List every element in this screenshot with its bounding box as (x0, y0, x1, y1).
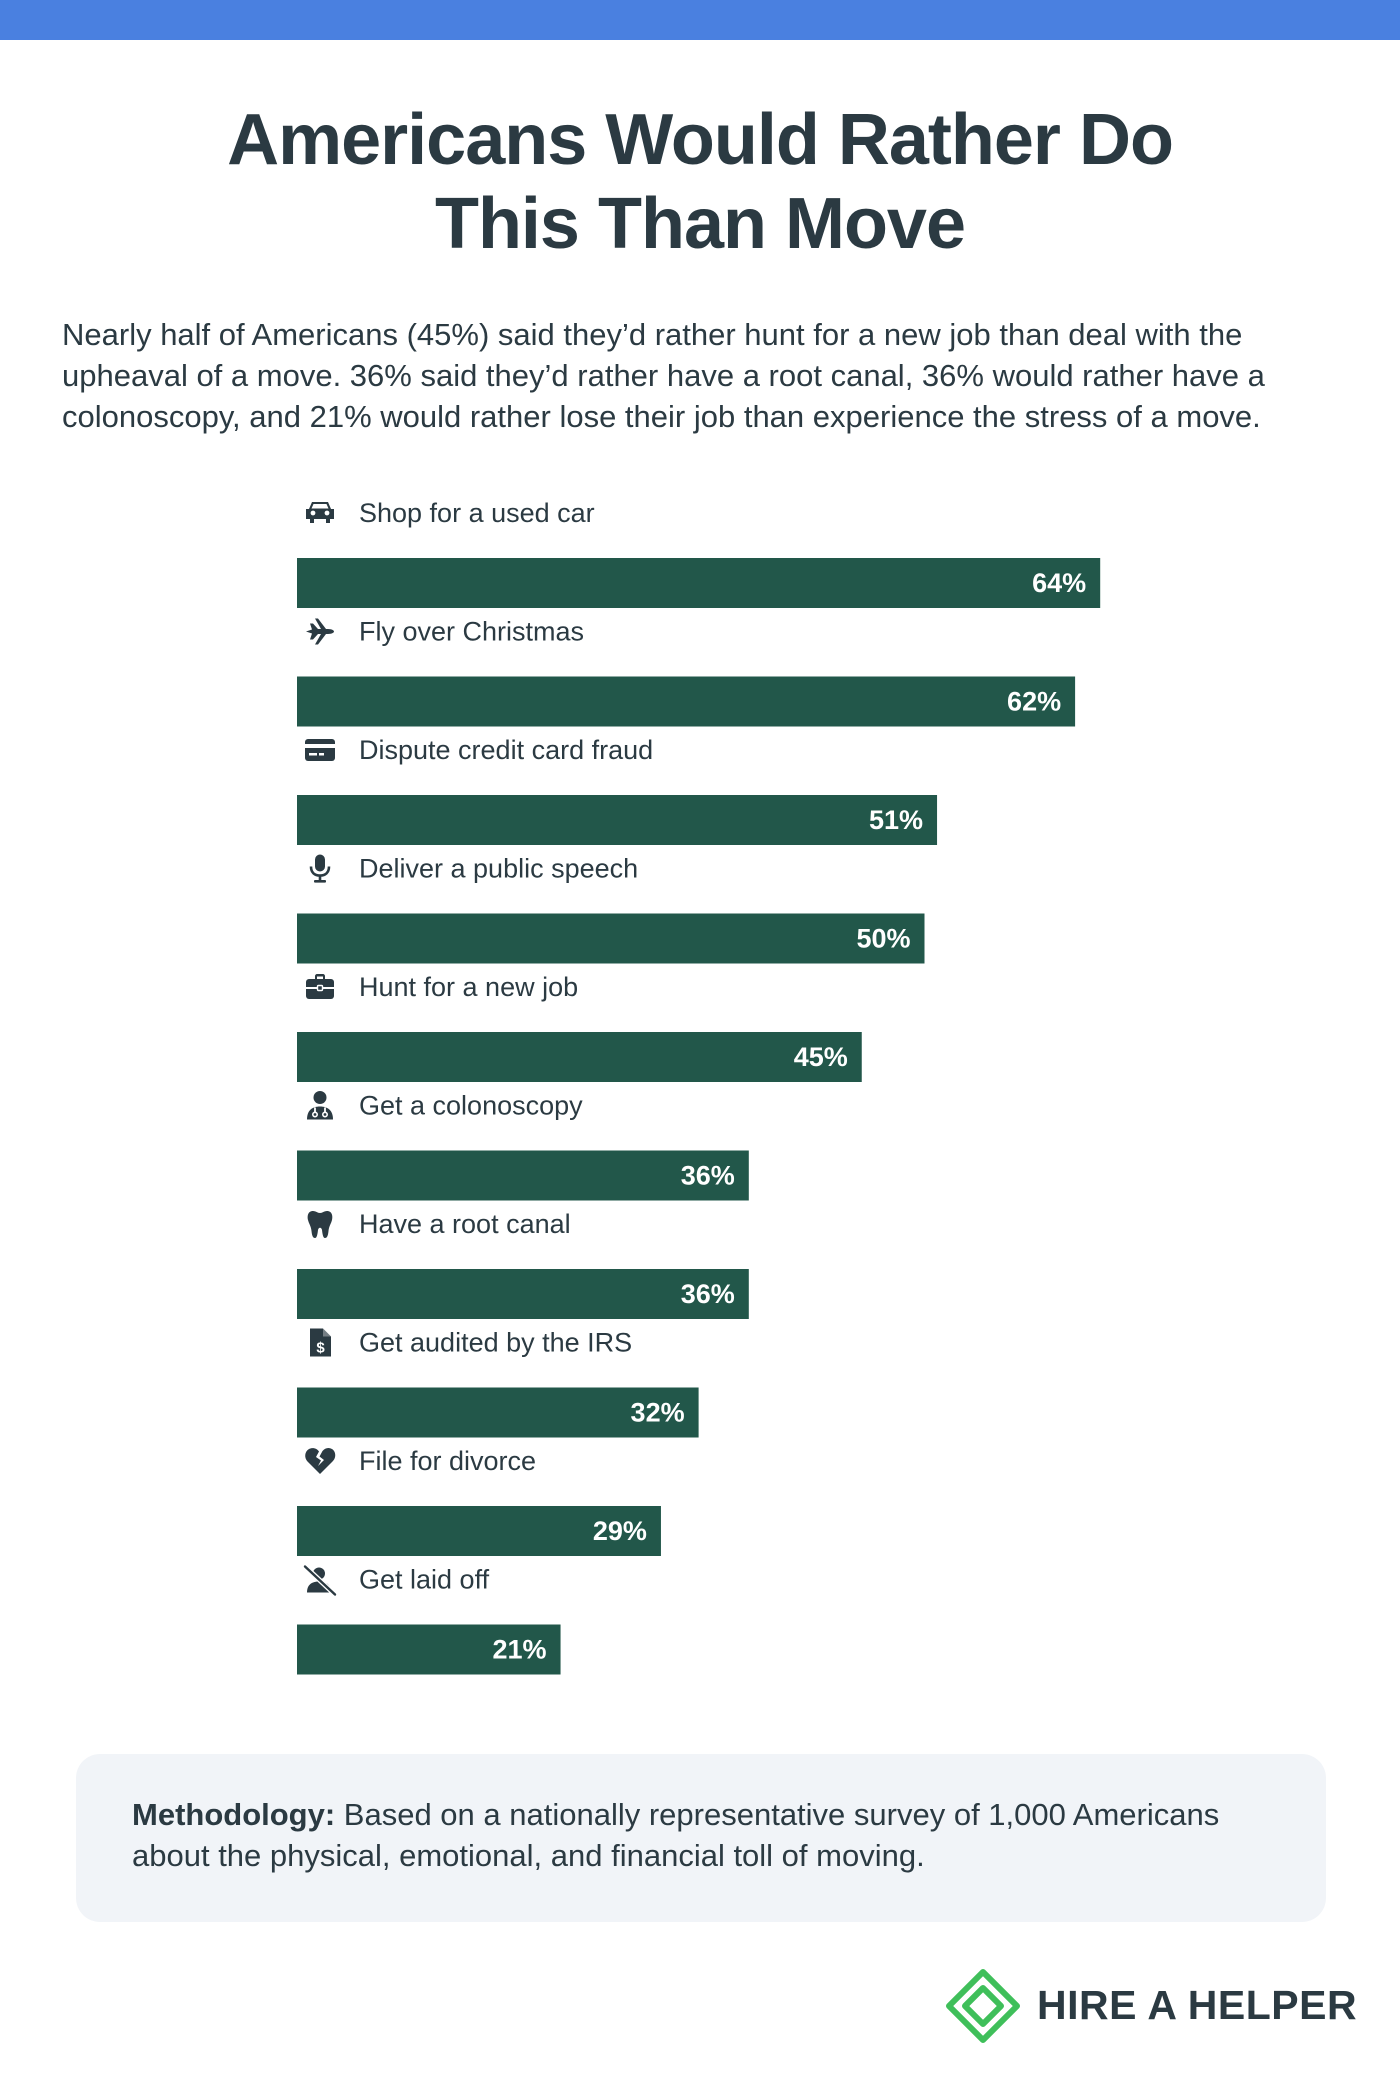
bar (297, 676, 1076, 727)
title-line-1: Americans Would Rather Do (227, 100, 1174, 180)
broken-heart-icon (305, 1447, 336, 1474)
bar (297, 558, 1101, 608)
value-label: 50% (856, 924, 910, 954)
svg-text:$: $ (316, 1340, 325, 1357)
bar (297, 1624, 561, 1675)
category-label: File for divorce (359, 1446, 536, 1476)
bar (297, 1150, 749, 1201)
brand-footer: HIRE A HELPER (945, 1964, 1357, 2044)
category-label: Get a colonoscopy (359, 1091, 583, 1121)
hire-a-helper-logo-icon (946, 1969, 1020, 2043)
value-label: 32% (631, 1398, 685, 1428)
methodology-panel: Methodology: Based on a nationally repre… (76, 1754, 1326, 1922)
intro-paragraph: Nearly half of Americans (45%) said they… (62, 317, 1265, 434)
credit-card-icon (305, 739, 335, 761)
category-label: Fly over Christmas (359, 617, 584, 647)
briefcase-icon (306, 974, 334, 999)
bar (297, 913, 925, 964)
category-label: Shop for a used car (359, 498, 595, 528)
tax-document-icon: $ (310, 1328, 331, 1357)
microphone-icon (309, 854, 331, 883)
bar (297, 1506, 661, 1556)
value-label: 36% (681, 1279, 735, 1309)
value-label: 21% (493, 1635, 547, 1665)
category-label: Have a root canal (359, 1209, 571, 1239)
page-title: Americans Would Rather Do This Than Move (0, 98, 1400, 266)
doctor-icon (307, 1091, 333, 1120)
brand-name: HIRE A HELPER (1037, 1982, 1358, 2028)
bar (297, 1387, 699, 1438)
bar (297, 795, 938, 845)
value-label: 64% (1032, 568, 1086, 598)
bar (297, 1032, 862, 1082)
value-label: 62% (1007, 687, 1061, 717)
value-label: 29% (593, 1516, 647, 1546)
value-label: 45% (794, 1042, 848, 1072)
category-label: Dispute credit card fraud (359, 735, 653, 765)
category-label: Get laid off (359, 1565, 490, 1595)
title-line-2: This Than Move (434, 184, 966, 264)
airplane-icon (306, 618, 334, 645)
bar-chart: Shop for a used car 64% Fly over Christmas… (297, 498, 1101, 1675)
tooth-icon (307, 1211, 333, 1238)
user-slash-icon (303, 1564, 337, 1597)
value-label: 36% (681, 1161, 735, 1191)
top-accent-band (0, 0, 1400, 40)
category-label: Deliver a public speech (359, 854, 638, 884)
methodology-text: Based on a nationally representative sur… (132, 1797, 1220, 1873)
value-label: 51% (869, 805, 923, 835)
methodology-label: Methodology: (132, 1797, 336, 1832)
bar (297, 1269, 749, 1319)
category-label: Hunt for a new job (359, 972, 578, 1002)
car-icon (306, 502, 334, 523)
category-label: Get audited by the IRS (359, 1328, 632, 1358)
